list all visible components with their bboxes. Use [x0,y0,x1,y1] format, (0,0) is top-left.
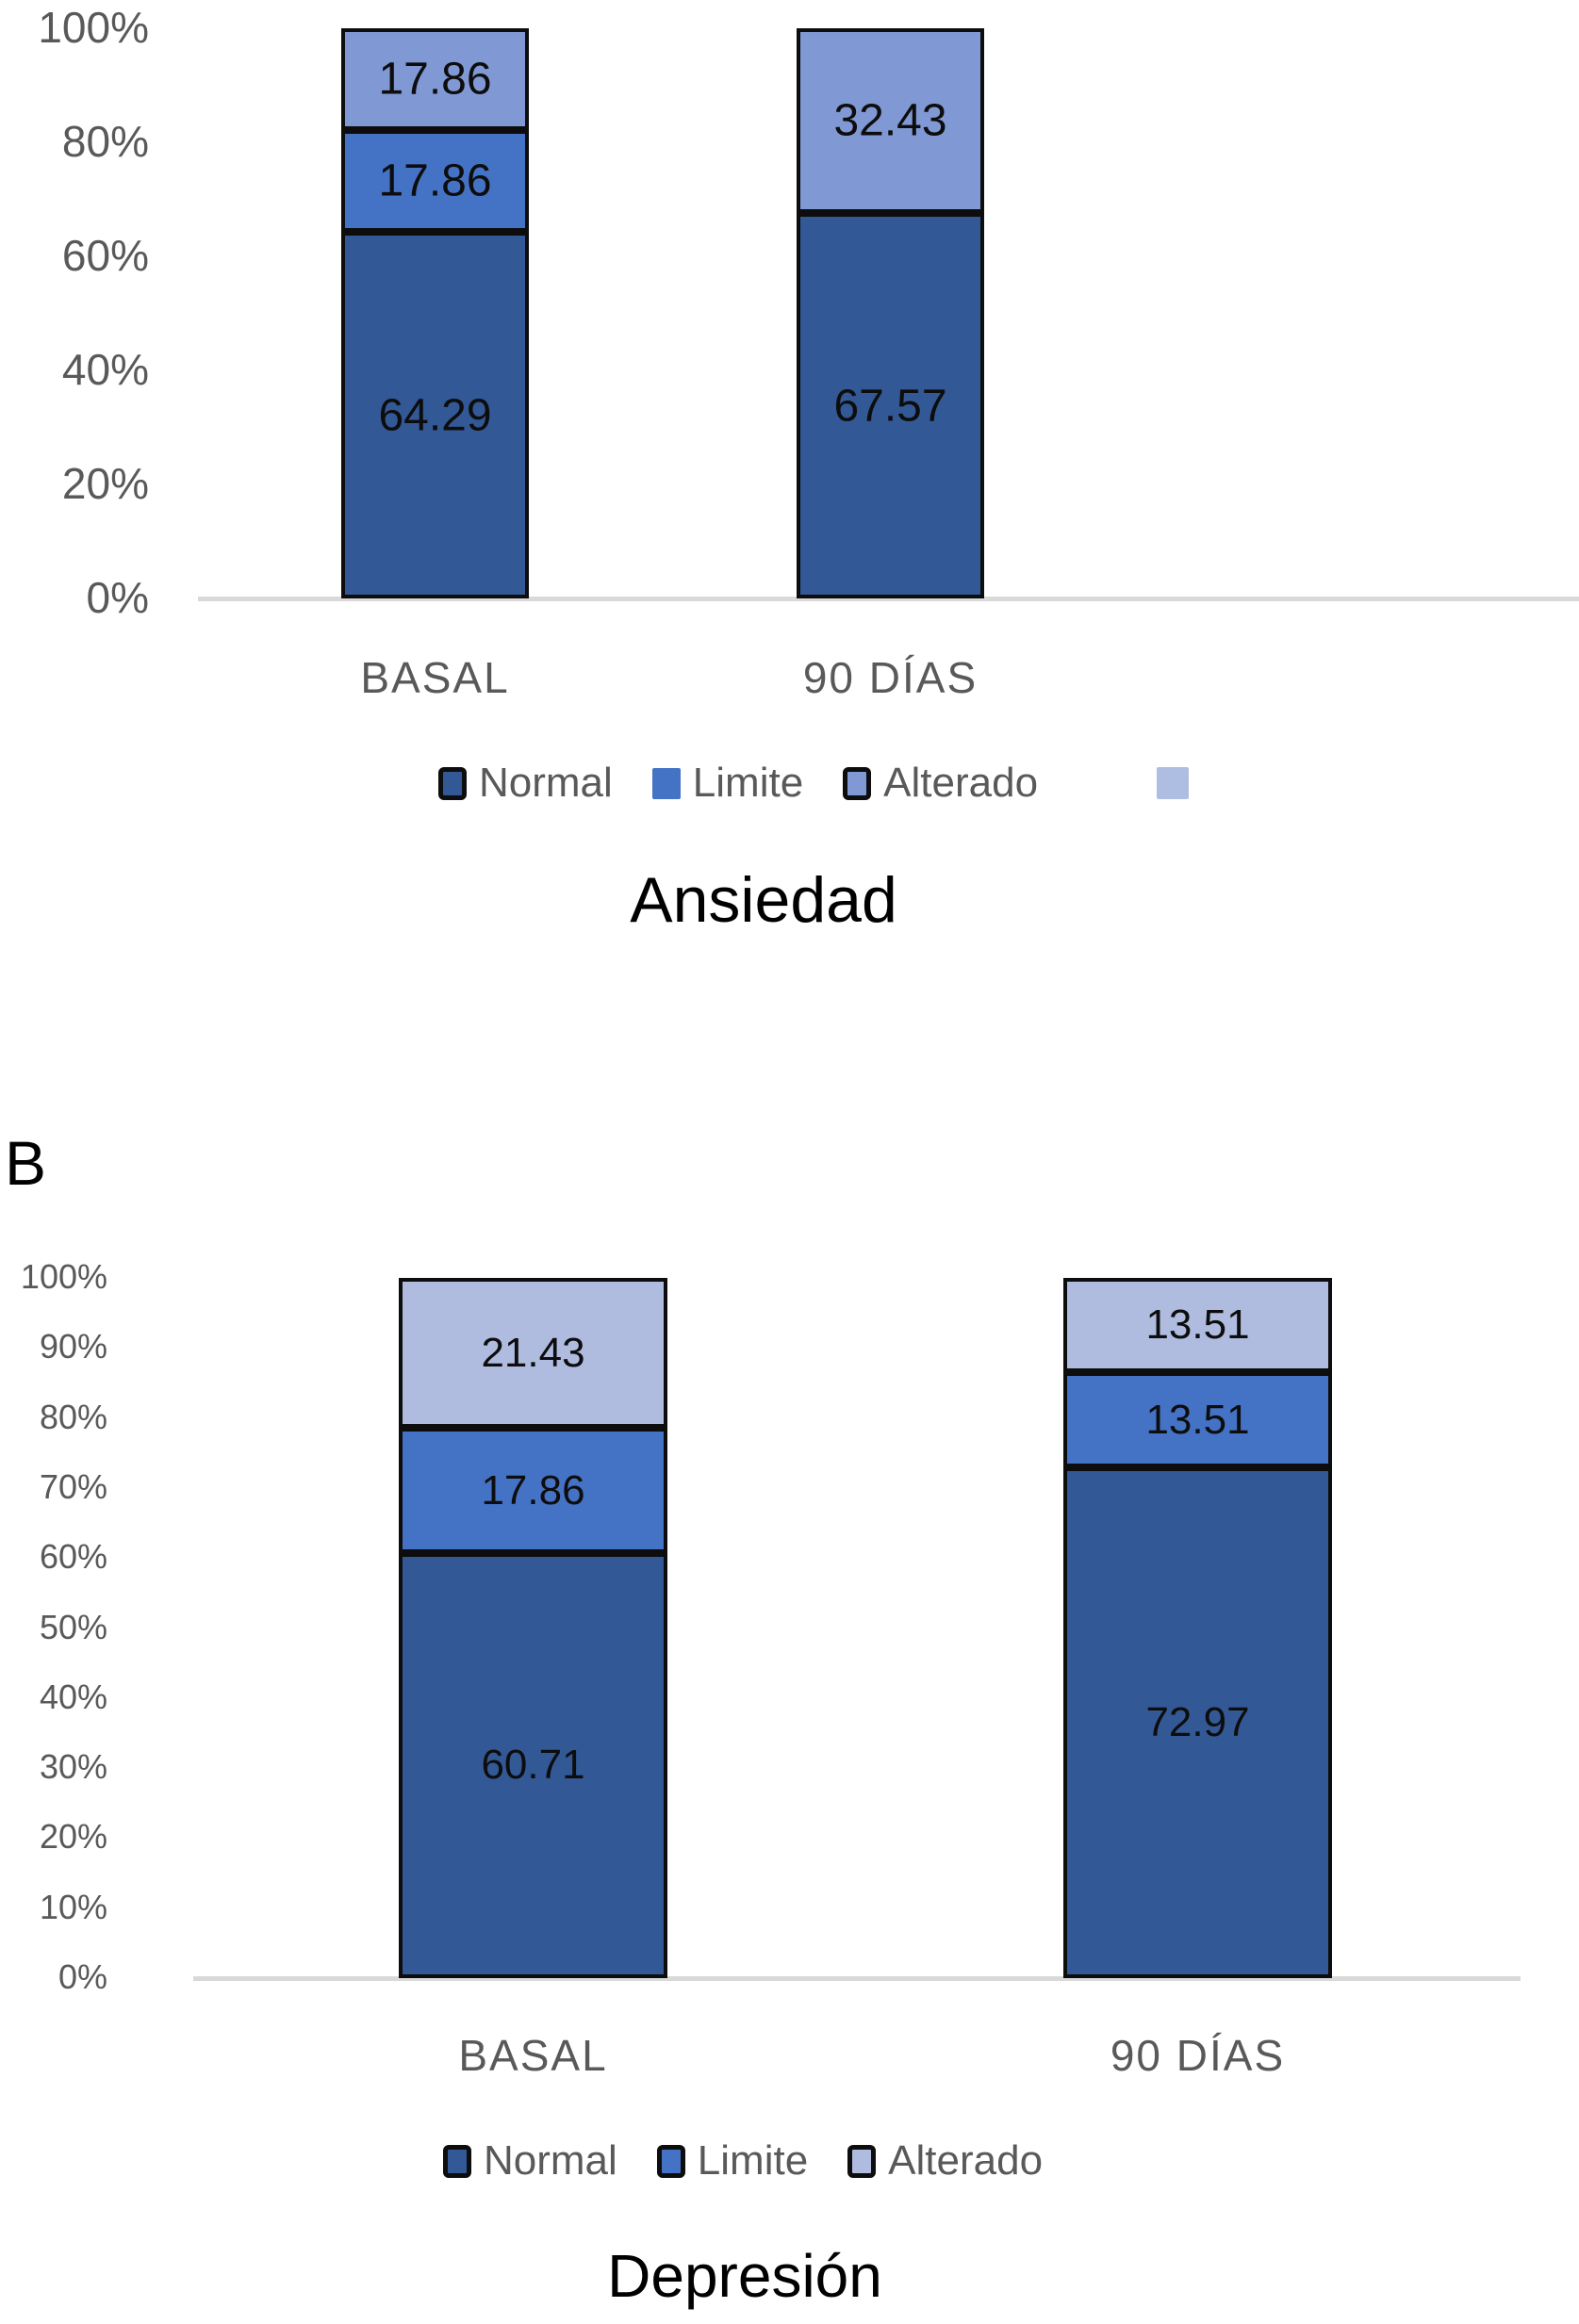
data-label-basal-limite: 17.86 [378,155,492,206]
bar-basal-segment-alterado [341,27,529,130]
y-axis-tick-label: 60% [39,1537,107,1577]
legend-swatch-alterado [847,2144,877,2178]
legend-item-unlabeled [1157,767,1190,799]
y-axis-tick-label: 40% [39,1677,107,1716]
legend-label-alterado: Alterado [883,760,1039,806]
bar-90-dias-segment-limite [1063,1372,1332,1467]
data-label-90-dias-alterado: 32.43 [833,95,947,146]
y-axis-tick-label: 80% [61,116,149,166]
data-label-90-dias-normal: 72.97 [1145,1698,1250,1745]
bar-90-dias-segment-alterado [797,28,984,214]
bar-90-dias-segment-normal [797,213,984,598]
legend-item-normal: Normal [443,2137,617,2185]
data-label-basal-limite: 17.86 [481,1466,585,1514]
legend-swatch-unlabeled [1157,767,1190,799]
x-axis-category-label-basal: BASAL [360,653,510,702]
bar-basal-segment-normal [399,1552,667,1978]
legend-label-limite: Limite [692,760,804,806]
y-axis-tick-label: 0% [86,572,149,622]
data-label-90-dias-normal: 67.57 [833,381,947,432]
x-axis-category-label-90-dias: 90 DÍAS [802,653,979,702]
legend-label-alterado: Alterado [888,2137,1044,2184]
legend-item-normal: Normal [438,760,613,807]
y-axis-tick-label: 100% [38,2,149,52]
data-label-basal-alterado: 21.43 [481,1329,585,1376]
y-axis-tick-label: 30% [39,1747,107,1787]
legend-item-limite: Limite [656,2137,809,2185]
y-axis-tick-label: 10% [39,1887,107,1926]
legend-label-normal: Normal [484,2137,617,2184]
y-axis-tick-label: 0% [58,1957,107,1997]
y-axis-tick-label: 60% [61,230,149,280]
y-axis-tick-label: 80% [39,1397,107,1436]
chart-title-depresion: Depresión [607,2242,882,2310]
bar-90-dias-segment-normal [1063,1466,1332,1978]
data-label-basal-normal: 64.29 [378,390,492,441]
legend-item-limite: Limite [651,760,804,807]
x-axis-category-label-90-dias: 90 DÍAS [1110,2031,1286,2080]
y-axis-tick-label: 90% [39,1327,107,1367]
legend-swatch-alterado [843,766,872,800]
y-axis-tick-label: 70% [39,1467,107,1507]
legend-label-normal: Normal [479,760,613,806]
data-label-basal-normal: 60.71 [481,1742,585,1789]
panel-label-b: B [5,1128,47,1198]
bar-90-dias-segment-alterado [1063,1278,1332,1373]
chart-title-ansiedad: Ansiedad [630,864,897,936]
y-axis-tick-label: 100% [20,1257,107,1297]
bar-basal-segment-normal [341,232,529,598]
bar-basal-segment-limite [399,1428,667,1553]
x-axis-category-label-basal: BASAL [458,2031,608,2080]
data-label-90-dias-limite: 13.51 [1145,1396,1250,1443]
legend-swatch-normal [438,766,467,800]
y-axis-tick-label: 40% [61,344,149,394]
y-axis-tick-label: 20% [61,458,149,508]
legend-swatch-limite [651,767,681,799]
data-label-90-dias-alterado: 13.51 [1145,1301,1250,1349]
y-axis-tick-label: 20% [39,1817,107,1857]
x-axis-line [193,1976,1521,1981]
legend: Normal Limite Alterado [438,760,1190,807]
legend-label-limite: Limite [697,2137,809,2184]
legend-item-alterado: Alterado [847,2137,1043,2185]
x-axis-line [198,597,1579,601]
bar-basal-segment-limite [341,129,529,233]
y-axis-tick-label: 50% [39,1607,107,1646]
legend-swatch-normal [443,2144,471,2178]
legend-swatch-limite [656,2144,685,2178]
legend: Normal Limite Alterado [443,2137,1082,2185]
data-label-basal-alterado: 17.86 [378,54,492,105]
legend-item-alterado: Alterado [843,760,1038,807]
bar-basal-segment-alterado [399,1278,667,1429]
